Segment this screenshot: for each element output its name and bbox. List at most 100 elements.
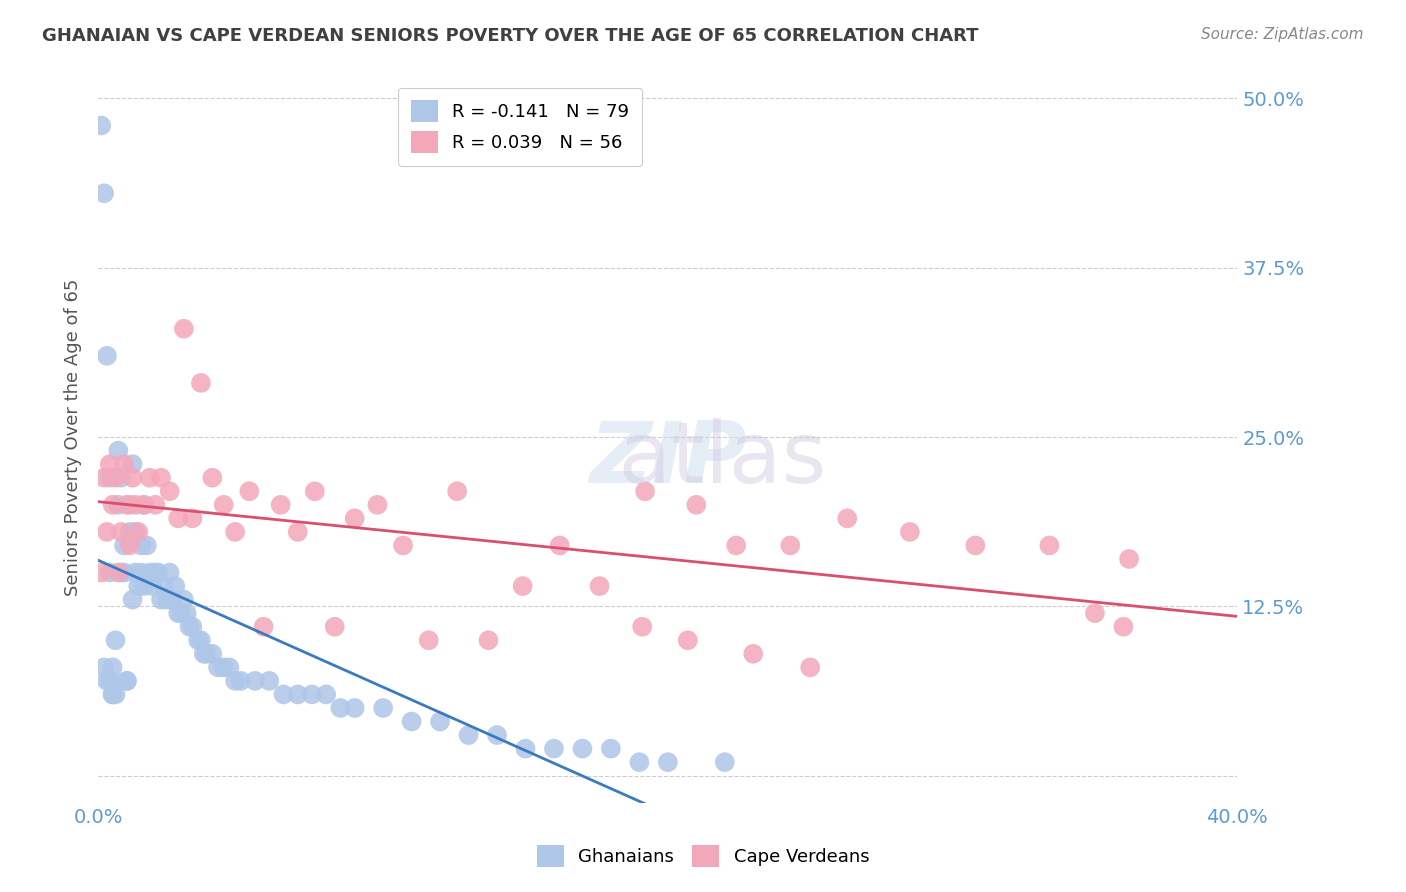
Point <box>600 741 623 756</box>
Point <box>1118 552 1140 566</box>
Point <box>270 498 292 512</box>
Point <box>112 457 135 471</box>
Point <box>101 660 124 674</box>
Point <box>229 673 252 688</box>
Point <box>243 673 266 688</box>
Point <box>150 471 173 485</box>
Point <box>366 498 388 512</box>
Point <box>1112 620 1135 634</box>
Point <box>429 714 451 729</box>
Point <box>110 566 132 580</box>
Point <box>676 633 699 648</box>
Point <box>101 688 124 702</box>
Point <box>90 566 112 580</box>
Point <box>273 688 295 702</box>
Point <box>132 498 155 512</box>
Point <box>135 538 157 552</box>
Point <box>118 498 141 512</box>
Point <box>121 471 143 485</box>
Point <box>588 579 610 593</box>
Point <box>115 673 138 688</box>
Point <box>127 579 149 593</box>
Point <box>115 673 138 688</box>
Point <box>837 511 859 525</box>
Point <box>179 620 201 634</box>
Point <box>195 647 218 661</box>
Point <box>343 511 366 525</box>
Point <box>124 524 146 539</box>
Point <box>132 579 155 593</box>
Point <box>631 620 654 634</box>
Point <box>153 579 176 593</box>
Point <box>323 620 346 634</box>
Point <box>110 471 132 485</box>
Point <box>121 457 143 471</box>
Point <box>725 538 748 552</box>
Point <box>201 647 224 661</box>
Point <box>112 566 135 580</box>
Point <box>96 673 118 688</box>
Point <box>93 471 115 485</box>
Point <box>107 498 129 512</box>
Point <box>543 741 565 756</box>
Point <box>373 701 395 715</box>
Point <box>287 688 309 702</box>
Text: ZIP: ZIP <box>589 417 747 500</box>
Point <box>121 592 143 607</box>
Point <box>212 660 235 674</box>
Point <box>176 606 198 620</box>
Point <box>190 633 212 648</box>
Point <box>193 647 215 661</box>
Point <box>124 566 146 580</box>
Point <box>159 566 181 580</box>
Point <box>162 592 184 607</box>
Text: GHANAIAN VS CAPE VERDEAN SENIORS POVERTY OVER THE AGE OF 65 CORRELATION CHART: GHANAIAN VS CAPE VERDEAN SENIORS POVERTY… <box>42 27 979 45</box>
Point <box>252 620 274 634</box>
Point <box>124 498 146 512</box>
Point <box>201 471 224 485</box>
Text: atlas: atlas <box>509 417 827 500</box>
Point <box>477 633 499 648</box>
Point <box>145 498 167 512</box>
Point <box>212 498 235 512</box>
Point <box>127 524 149 539</box>
Point <box>98 566 121 580</box>
Point <box>90 119 112 133</box>
Point <box>779 538 801 552</box>
Point <box>112 538 135 552</box>
Point <box>634 484 657 499</box>
Point <box>392 538 415 552</box>
Point <box>287 524 309 539</box>
Point <box>315 688 337 702</box>
Point <box>187 633 209 648</box>
Legend: R = -0.141   N = 79, R = 0.039   N = 56: R = -0.141 N = 79, R = 0.039 N = 56 <box>398 87 641 166</box>
Point <box>104 471 127 485</box>
Point <box>238 484 260 499</box>
Point <box>98 673 121 688</box>
Point <box>93 186 115 201</box>
Point <box>486 728 509 742</box>
Point <box>145 566 167 580</box>
Point <box>457 728 479 742</box>
Point <box>571 741 593 756</box>
Point <box>98 457 121 471</box>
Point <box>132 498 155 512</box>
Point <box>548 538 571 552</box>
Point <box>218 660 240 674</box>
Point <box>685 498 707 512</box>
Point <box>657 755 679 769</box>
Point <box>148 566 170 580</box>
Point <box>515 741 537 756</box>
Point <box>304 484 326 499</box>
Point <box>181 511 204 525</box>
Point <box>714 755 737 769</box>
Point <box>628 755 651 769</box>
Point <box>224 673 246 688</box>
Point <box>138 566 160 580</box>
Point <box>138 471 160 485</box>
Point <box>898 524 921 539</box>
Point <box>167 511 190 525</box>
Point <box>301 688 323 702</box>
Point <box>101 498 124 512</box>
Point <box>512 579 534 593</box>
